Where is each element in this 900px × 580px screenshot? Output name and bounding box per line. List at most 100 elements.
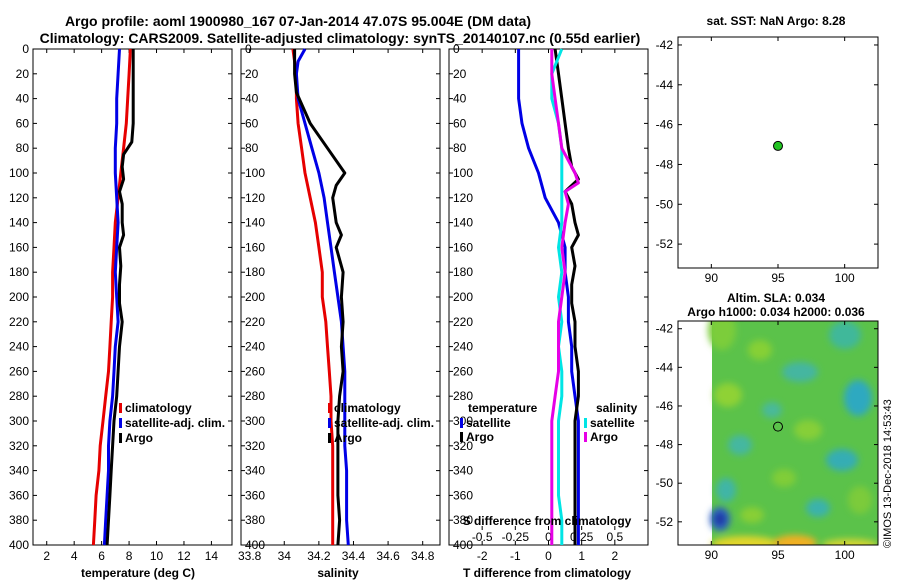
- depth-tick-label: 60: [16, 116, 30, 130]
- legend-swatch: [119, 433, 122, 443]
- sla-blob: [829, 321, 861, 349]
- x-tick-label: 2: [611, 549, 618, 563]
- depth-tick-label: 100: [245, 166, 265, 180]
- depth-tick-label: 260: [245, 364, 265, 378]
- legend-entry-label: climatology: [125, 401, 192, 415]
- x-tick-label: 4: [71, 549, 78, 563]
- series-line-satellite-adj-clim-: [294, 48, 350, 546]
- lat-tick-label: -48: [656, 438, 674, 452]
- sla-blob: [728, 435, 752, 455]
- difference-panel: 0204060801001201401601802002202402602803…: [448, 42, 649, 580]
- depth-tick-label: 0: [453, 42, 460, 56]
- sla-map-title-line1: Altim. SLA: 0.034: [727, 291, 825, 305]
- legend-swatch: [328, 403, 331, 413]
- depth-tick-label: 120: [453, 191, 473, 205]
- legend-swatch: [584, 432, 587, 442]
- depth-tick-label: 60: [245, 116, 259, 130]
- depth-tick-label: 380: [9, 513, 29, 527]
- x-tick-label: 12: [177, 549, 191, 563]
- temperature-panel: 0 20 40 60 80 100 120 140 160 180 200 220 240 260 280 3…: [9, 42, 233, 580]
- depth-tick-label: 240: [245, 340, 265, 354]
- legend-entry-label: Argo: [334, 431, 362, 445]
- depth-tick-label: 180: [453, 265, 473, 279]
- secondary-tick-label: 0: [545, 530, 552, 544]
- depth-tick-label: 20: [16, 67, 30, 81]
- x-tick-label: 10: [150, 549, 164, 563]
- legend-group-title: temperature: [468, 401, 538, 415]
- depth-tick-label: 40: [245, 92, 259, 106]
- x-tick-label: 34: [278, 549, 292, 563]
- depth-tick-label: 340: [9, 464, 29, 478]
- depth-tick-label: 300: [9, 414, 29, 428]
- sla-blob: [748, 340, 772, 360]
- depth-tick-label: 20: [245, 67, 259, 81]
- sst-map-frame: [677, 36, 879, 269]
- depth-tick-label: 140: [245, 216, 265, 230]
- lon-tick-label: 90: [705, 548, 719, 562]
- depth-tick-label: 160: [245, 240, 265, 254]
- x-tick-label: 0: [545, 549, 552, 563]
- depth-tick-label: 100: [9, 166, 29, 180]
- lat-tick-label: -44: [656, 360, 674, 374]
- depth-tick-label: 360: [9, 488, 29, 502]
- legend-entry-label: satellite-adj. clim.: [125, 416, 225, 430]
- depth-tick-label: 400: [453, 538, 473, 552]
- depth-tick-label: 240: [9, 340, 29, 354]
- sst-map-title: sat. SST: NaN Argo: 8.28: [707, 14, 846, 28]
- legend-swatch: [460, 418, 463, 428]
- lat-tick-label: -46: [656, 399, 674, 413]
- series-line-climatology: [291, 48, 335, 545]
- sla-blob: [782, 362, 818, 382]
- sla-blob: [714, 383, 742, 407]
- depth-tick-label: 320: [9, 439, 29, 453]
- depth-tick-label: 140: [9, 216, 29, 230]
- depth-tick-label: 20: [453, 67, 467, 81]
- series-line-temperature-satellite: [517, 49, 580, 545]
- depth-tick-label: 400: [9, 538, 29, 552]
- depth-tick-label: 340: [245, 464, 265, 478]
- series-line-climatology: [91, 48, 132, 546]
- sla-blob: [740, 507, 764, 523]
- difference-x-axis-label: T difference from climatology: [463, 566, 631, 580]
- depth-tick-label: 80: [453, 141, 467, 155]
- difference-top-label: S difference from climatology: [463, 514, 632, 528]
- depth-tick-label: 160: [453, 240, 473, 254]
- depth-tick-label: 120: [245, 191, 265, 205]
- depth-tick-label: 200: [9, 290, 29, 304]
- depth-tick-label: 80: [16, 141, 30, 155]
- legend-entry-label: Argo: [590, 430, 618, 444]
- sla-blob: [715, 513, 725, 525]
- lon-tick-label: 95: [771, 271, 785, 285]
- depth-tick-label: 380: [453, 513, 473, 527]
- depth-tick-label: 140: [453, 216, 473, 230]
- x-tick-label: -1: [510, 549, 521, 563]
- depth-tick-label: 180: [9, 265, 29, 279]
- depth-tick-label: 220: [245, 315, 265, 329]
- x-tick-label: 8: [126, 549, 133, 563]
- legend-entry-label: Argo: [125, 431, 153, 445]
- sla-blob: [844, 380, 872, 416]
- depth-tick-label: 160: [9, 240, 29, 254]
- sla-blob: [822, 539, 878, 545]
- depth-tick-label: 260: [9, 364, 29, 378]
- x-tick-label: 14: [205, 549, 219, 563]
- depth-tick-label: 200: [453, 290, 473, 304]
- depth-tick-label: 120: [9, 191, 29, 205]
- depth-tick-label: 60: [453, 116, 467, 130]
- depth-tick-label: 0: [245, 42, 252, 56]
- depth-tick-label: 80: [245, 141, 259, 155]
- lat-tick-label: -48: [656, 157, 674, 171]
- salinity-panel: 0 20 40 60 80 100 120 140 160 180 200 220 240 260 280 3…: [238, 42, 441, 580]
- depth-tick-label: 320: [245, 439, 265, 453]
- difference-plot-frame: [448, 48, 649, 546]
- imos-timestamp: ©IMOS 13-Dec-2018 14:53:43: [882, 399, 894, 548]
- lat-tick-label: -46: [656, 118, 674, 132]
- depth-tick-label: 220: [453, 315, 473, 329]
- lon-tick-label: 95: [771, 548, 785, 562]
- sla-heatmap-field: [708, 321, 878, 545]
- x-tick-label: 34.2: [307, 549, 331, 563]
- series-line-satellite-adj-clim-: [102, 48, 121, 546]
- depth-tick-label: 260: [453, 364, 473, 378]
- legend-entry-label: Argo: [466, 430, 494, 444]
